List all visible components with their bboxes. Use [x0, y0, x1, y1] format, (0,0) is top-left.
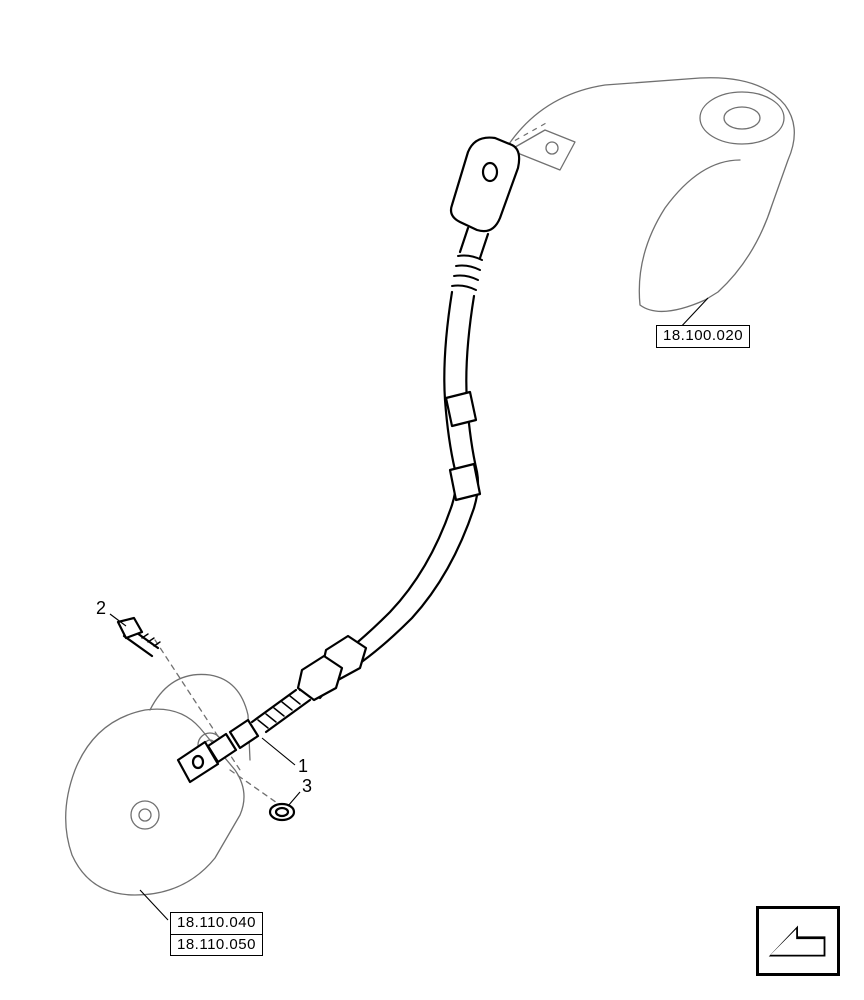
ref-box-top: 18.100.020 — [656, 325, 750, 348]
ref-box-bottom-2: 18.110.050 — [170, 935, 263, 957]
ref-box-stack: 18.110.040 18.110.050 — [170, 912, 263, 956]
diagram-canvas: 1 2 3 18.100.020 18.110.040 18.110.050 — [0, 0, 864, 1000]
ref-box-bottom-1: 18.110.040 — [170, 912, 263, 935]
callout-3: 3 — [302, 776, 312, 797]
callout-2: 2 — [96, 598, 106, 619]
parts-drawing — [0, 0, 864, 1000]
next-page-icon[interactable] — [756, 906, 840, 976]
callout-1: 1 — [298, 756, 308, 777]
